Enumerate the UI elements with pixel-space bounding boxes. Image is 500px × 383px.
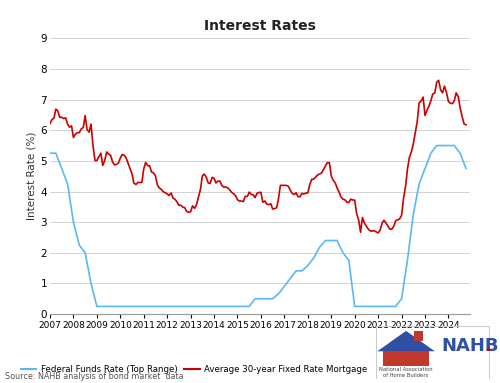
Title: Interest Rates: Interest Rates: [204, 19, 316, 33]
Text: NAHB: NAHB: [442, 337, 499, 355]
Text: .: .: [484, 337, 491, 355]
Polygon shape: [378, 331, 435, 351]
Y-axis label: Interest Rate (%): Interest Rate (%): [26, 132, 36, 220]
Text: Source: NAHB analysis of bond market  data: Source: NAHB analysis of bond market dat…: [5, 372, 184, 381]
Bar: [414, 331, 424, 340]
Legend: Federal Funds Rate (Top Range), Average 30-year Fixed Rate Mortgage: Federal Funds Rate (Top Range), Average …: [20, 365, 367, 374]
Bar: [383, 351, 429, 366]
Text: National Association: National Association: [379, 367, 433, 372]
Text: of Home Builders: of Home Builders: [384, 373, 428, 378]
